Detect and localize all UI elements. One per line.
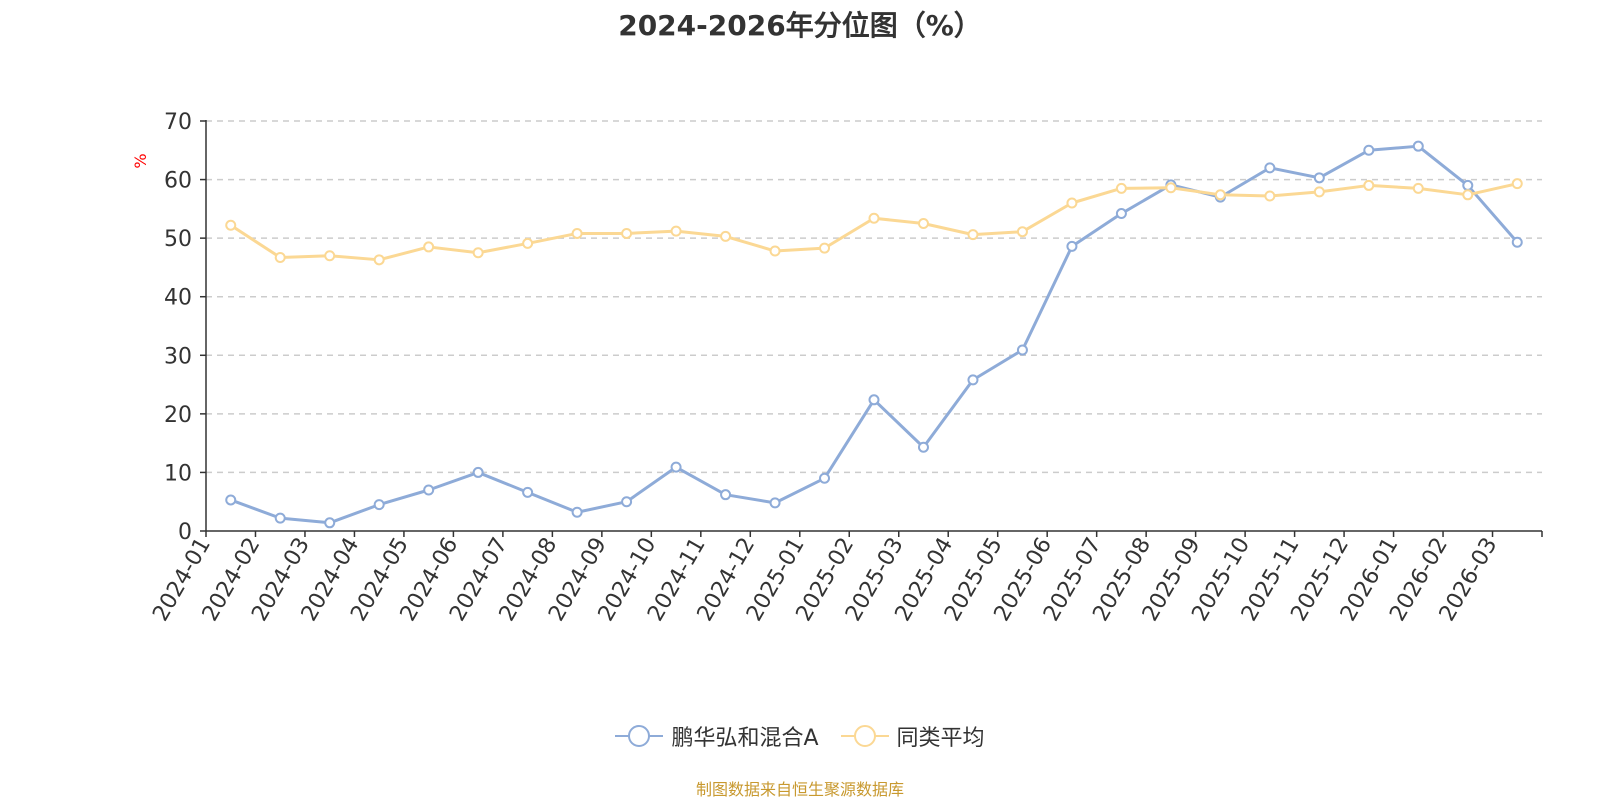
data-point-series-2 <box>621 227 633 239</box>
data-point-series-2 <box>769 245 781 257</box>
data-point-series-1 <box>1313 172 1325 184</box>
data-point-series-2 <box>967 229 979 241</box>
legend-label-series-a: 鹏华弘和混合A <box>671 726 819 751</box>
data-point-series-1 <box>324 517 336 529</box>
data-point-series-2 <box>324 250 336 262</box>
data-point-series-2 <box>571 227 583 239</box>
data-point-series-2 <box>373 254 385 266</box>
data-point-series-2 <box>1264 190 1276 202</box>
data-point-series-2 <box>868 212 880 224</box>
axes: 0102030405060702024-012024-022024-032024… <box>148 110 1543 626</box>
data-point-series-2 <box>423 241 435 253</box>
data-point-series-2 <box>225 219 237 231</box>
data-point-series-1 <box>769 497 781 509</box>
data-point-series-2 <box>1016 226 1028 238</box>
data-point-series-1 <box>868 394 880 406</box>
legend-label-series-b: 同类平均 <box>896 726 985 751</box>
legend-item-series-a[interactable]: 鹏华弘和混合A <box>615 720 819 752</box>
legend-line-marker-icon <box>840 722 889 750</box>
data-point-series-2 <box>1511 178 1523 190</box>
legend: 鹏华弘和混合A 同类平均 <box>0 720 1600 752</box>
data-point-series-2 <box>819 242 831 254</box>
data-point-series-1 <box>1016 344 1028 356</box>
y-tick-label: 30 <box>164 344 192 369</box>
data-point-series-2 <box>1313 186 1325 198</box>
y-tick-label: 10 <box>164 461 192 486</box>
data-point-series-1 <box>522 486 534 498</box>
data-point-series-1 <box>1363 144 1375 156</box>
data-point-series-1 <box>1462 179 1474 191</box>
chart-title: 2024-2026年分位图（%） <box>618 9 982 42</box>
y-tick-label: 50 <box>164 227 192 252</box>
data-point-series-1 <box>225 494 237 506</box>
data-point-series-1 <box>917 441 929 453</box>
y-tick-label: 0 <box>178 520 192 545</box>
data-point-series-2 <box>472 247 484 259</box>
data-point-series-1 <box>1264 162 1276 174</box>
data-point-series-1 <box>967 374 979 386</box>
data-point-series-1 <box>274 512 286 524</box>
legend-item-series-b[interactable]: 同类平均 <box>840 720 985 752</box>
data-point-series-2 <box>1363 179 1375 191</box>
data-point-series-1 <box>472 466 484 478</box>
data-point-series-1 <box>1511 236 1523 248</box>
data-point-series-1 <box>1066 240 1078 252</box>
data-point-series-2 <box>1165 182 1177 194</box>
data-point-series-1 <box>423 484 435 496</box>
data-point-series-1 <box>720 489 732 501</box>
data-point-series-2 <box>1412 182 1424 194</box>
y-tick-label: 70 <box>164 110 192 135</box>
y-unit-label: % <box>131 153 150 168</box>
data-point-series-2 <box>1462 189 1474 201</box>
data-point-series-2 <box>670 225 682 237</box>
y-tick-label: 40 <box>164 286 192 311</box>
y-tick-label: 60 <box>164 169 192 194</box>
data-point-series-2 <box>1066 197 1078 209</box>
legend-line-marker-icon <box>615 722 664 750</box>
series-layer <box>225 140 1523 529</box>
data-point-series-1 <box>621 496 633 508</box>
data-point-series-2 <box>274 251 286 263</box>
grid-lines <box>206 120 1542 474</box>
data-point-series-1 <box>819 472 831 484</box>
data-point-series-2 <box>720 230 732 242</box>
data-point-series-2 <box>917 218 929 229</box>
source-note: 制图数据来自恒生聚源数据库 <box>695 780 904 799</box>
data-point-series-2 <box>1214 189 1226 201</box>
data-point-series-1 <box>670 461 682 473</box>
series-line-1 <box>230 144 1519 525</box>
data-point-series-1 <box>373 499 385 511</box>
data-point-series-1 <box>1412 140 1424 152</box>
data-point-series-2 <box>1115 182 1127 194</box>
data-point-series-1 <box>571 506 583 518</box>
data-point-series-1 <box>1115 208 1127 220</box>
data-point-series-2 <box>522 237 534 249</box>
y-tick-label: 20 <box>164 403 192 428</box>
